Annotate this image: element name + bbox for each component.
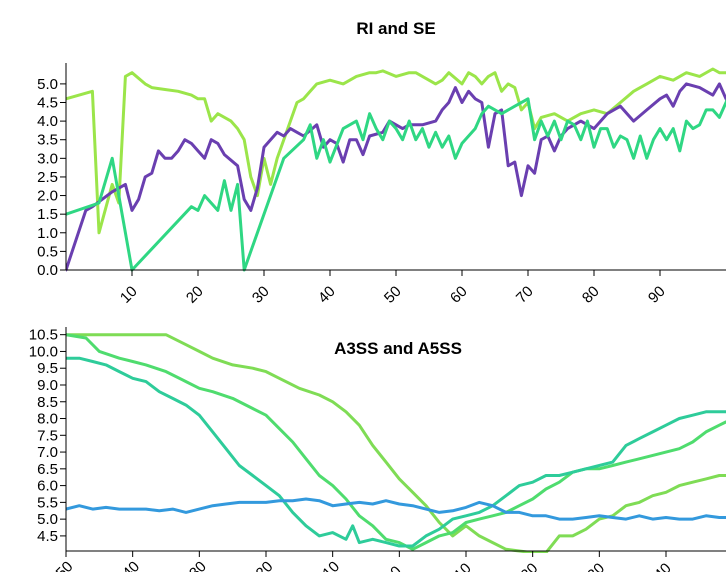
x-tick-label: 30 — [249, 283, 273, 307]
y-tick-label: 2.5 — [37, 169, 58, 186]
y-tick-label: 5.0 — [37, 511, 58, 528]
y-tick-label: 9.0 — [37, 377, 58, 394]
series-line-3 — [66, 356, 726, 548]
y-tick-label: 0.5 — [37, 243, 58, 260]
x-tick-label: 60 — [447, 283, 471, 307]
series-line-4 — [66, 497, 726, 521]
y-tick-label: 4.5 — [37, 528, 58, 545]
chart-title: RI and SE — [356, 19, 435, 38]
series-group — [66, 67, 726, 272]
y-tick-label: 6.0 — [37, 478, 58, 495]
y-tick-label: 4.0 — [37, 113, 58, 130]
y-tick-label: 1.0 — [37, 225, 58, 242]
y-tick-label: 7.5 — [37, 427, 58, 444]
series-line-3 — [66, 97, 726, 272]
y-tick-label: 5.5 — [37, 494, 58, 511]
y-tick-label: 5.0 — [37, 76, 58, 93]
y-tick-label: 7.0 — [37, 444, 58, 461]
x-tick-label: -50 — [49, 558, 76, 572]
y-tick-label: 1.5 — [37, 206, 58, 223]
x-tick-label: 50 — [381, 283, 405, 307]
x-tick-label: 30 — [584, 560, 608, 572]
y-tick-label: 9.5 — [37, 360, 58, 377]
x-tick-label: 20 — [518, 560, 542, 572]
x-tick-label: 40 — [315, 283, 339, 307]
y-tick-label: 10.0 — [29, 343, 58, 360]
x-tick-label: -40 — [116, 558, 143, 572]
x-tick-label: 10 — [451, 560, 475, 572]
chart-title: A3SS and A5SS — [334, 339, 462, 358]
y-tick-label: 3.5 — [37, 132, 58, 149]
x-tick-label: 80 — [579, 283, 603, 307]
x-tick-label: 20 — [183, 283, 207, 307]
y-tick-label: 3.0 — [37, 150, 58, 167]
y-tick-label: 8.5 — [37, 394, 58, 411]
x-tick-label: -20 — [249, 558, 276, 572]
y-tick-label: 6.5 — [37, 461, 58, 478]
y-tick-label: 2.0 — [37, 188, 58, 205]
y-tick-label: 4.5 — [37, 95, 58, 112]
series-line-1 — [66, 67, 726, 235]
y-tick-label: 10.5 — [29, 327, 58, 344]
y-tick-label: 8.0 — [37, 411, 58, 428]
series-group — [66, 333, 726, 553]
y-tick-label: 0.0 — [37, 262, 58, 279]
series-line-2 — [66, 82, 726, 272]
x-tick-label: 0 — [387, 563, 405, 572]
x-tick-label: -10 — [316, 558, 343, 572]
chart-panel-2: 4.55.05.56.06.57.07.58.08.59.09.510.010.… — [29, 327, 726, 577]
x-tick-label: -30 — [182, 558, 209, 572]
x-tick-label: 10 — [117, 283, 141, 307]
series-line-1 — [66, 333, 726, 553]
x-tick-label: 70 — [513, 283, 537, 307]
x-tick-label: 40 — [651, 560, 675, 572]
chart-panel-1: 0.0 0.51.0 1.52.0 2.5 3.03.5 4.04.5 5.0 10 20 30 4… — [37, 19, 726, 307]
x-tick-label: 90 — [645, 283, 669, 307]
series-line-2 — [66, 333, 726, 551]
